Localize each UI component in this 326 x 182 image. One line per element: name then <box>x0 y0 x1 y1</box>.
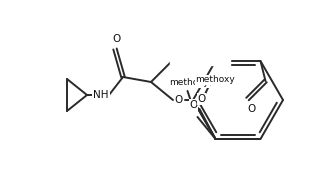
Text: O: O <box>247 104 256 114</box>
Text: methoxy: methoxy <box>196 76 235 84</box>
Text: O: O <box>197 94 206 104</box>
Text: O: O <box>189 100 198 110</box>
Text: O: O <box>113 34 121 44</box>
Text: methoxy: methoxy <box>170 78 209 88</box>
Text: NH: NH <box>93 90 109 100</box>
Text: O: O <box>175 95 183 105</box>
